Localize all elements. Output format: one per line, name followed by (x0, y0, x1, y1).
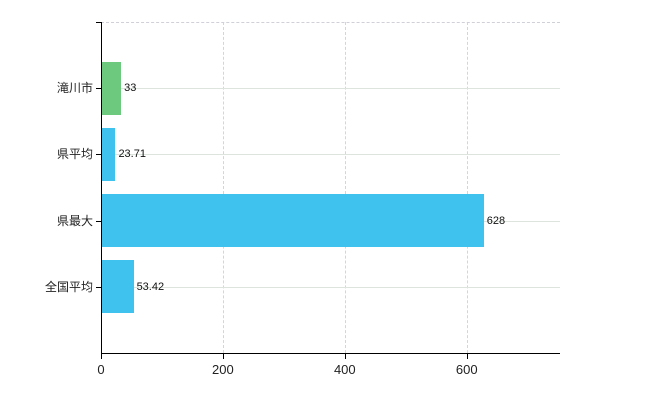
h-gridline (101, 286, 560, 288)
y-axis-label: 県平均 (56, 147, 93, 162)
y-axis-top-tick (96, 22, 101, 23)
x-axis-tick (222, 354, 224, 359)
bar-value-label: 33 (124, 82, 137, 95)
bar-value-label: 53.42 (136, 280, 165, 293)
y-axis-line (101, 22, 102, 353)
v-gridline (344, 22, 346, 353)
h-gridline (101, 154, 560, 156)
y-axis-label: 全国平均 (44, 279, 93, 294)
bar (101, 61, 122, 115)
h-gridline (101, 88, 560, 90)
bar (101, 127, 116, 181)
y-axis-label: 滝川市 (56, 81, 93, 96)
bar (101, 194, 484, 248)
y-axis-tick (96, 286, 101, 288)
x-axis-tick (344, 354, 346, 359)
plot-top-border (101, 22, 560, 23)
bar (101, 260, 134, 314)
v-gridline (466, 22, 468, 353)
v-gridline (222, 22, 224, 353)
x-axis-tick-label: 200 (212, 362, 234, 377)
x-axis-tick (101, 354, 102, 359)
bar-value-label: 628 (486, 214, 506, 227)
y-axis-tick (96, 220, 101, 222)
y-axis-label: 県最大 (56, 213, 93, 228)
y-axis-tick (96, 88, 101, 90)
bar-value-label: 23.71 (118, 148, 146, 161)
x-axis-tick-label: 400 (333, 362, 356, 377)
y-axis-tick (96, 154, 101, 156)
x-axis-tick (466, 354, 468, 359)
x-axis-tick-label: 600 (455, 362, 478, 377)
x-axis-line (101, 353, 560, 354)
x-axis-tick-label: 0 (97, 362, 105, 377)
